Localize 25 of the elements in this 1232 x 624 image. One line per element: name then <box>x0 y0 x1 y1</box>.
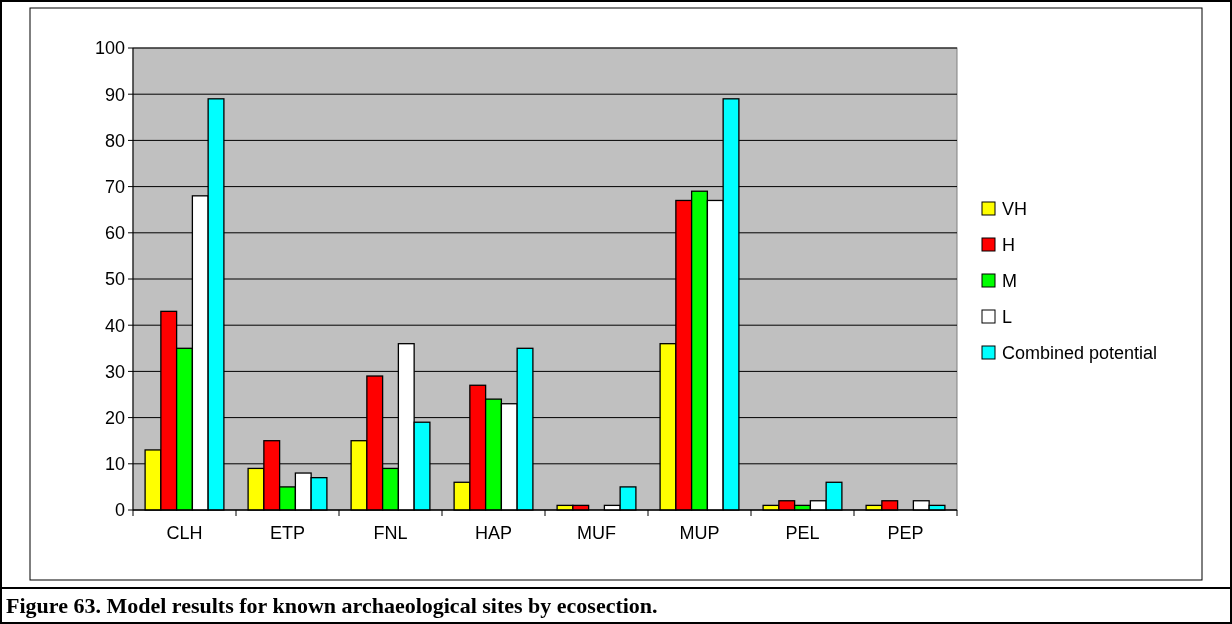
y-tick-label: 40 <box>104 315 125 336</box>
x-tick-label: ETP <box>269 523 306 543</box>
y-tick-label: 30 <box>104 361 125 382</box>
x-tick-label: CLH <box>166 523 203 543</box>
legend-label: VH <box>1002 199 1028 220</box>
x-tick-label: PEP <box>887 523 924 543</box>
y-tick-label: 50 <box>104 269 125 290</box>
legend-label: L <box>1002 307 1013 328</box>
y-tick-label: 70 <box>104 176 125 197</box>
y-tick-label: 0 <box>114 500 125 521</box>
x-tick-label: PEL <box>785 523 820 543</box>
y-tick-label: 100 <box>94 38 125 59</box>
x-tick-label: MUP <box>679 523 720 543</box>
legend-label: Combined potential <box>1002 343 1158 364</box>
legend-label: M <box>1002 271 1017 292</box>
y-tick-label: 60 <box>104 223 125 244</box>
x-tick-label: HAP <box>474 523 513 543</box>
legend-label: H <box>1002 235 1015 256</box>
x-tick-label: FNL <box>373 523 408 543</box>
text: Figure 63. Model results for known archaeological sites by ecosection. <box>6 593 658 618</box>
x-tick-label: MUF <box>577 523 616 543</box>
y-tick-label: 10 <box>104 454 125 475</box>
y-tick-label: 80 <box>104 130 125 151</box>
y-tick-label: 90 <box>104 84 125 105</box>
y-tick-label: 20 <box>104 407 125 428</box>
